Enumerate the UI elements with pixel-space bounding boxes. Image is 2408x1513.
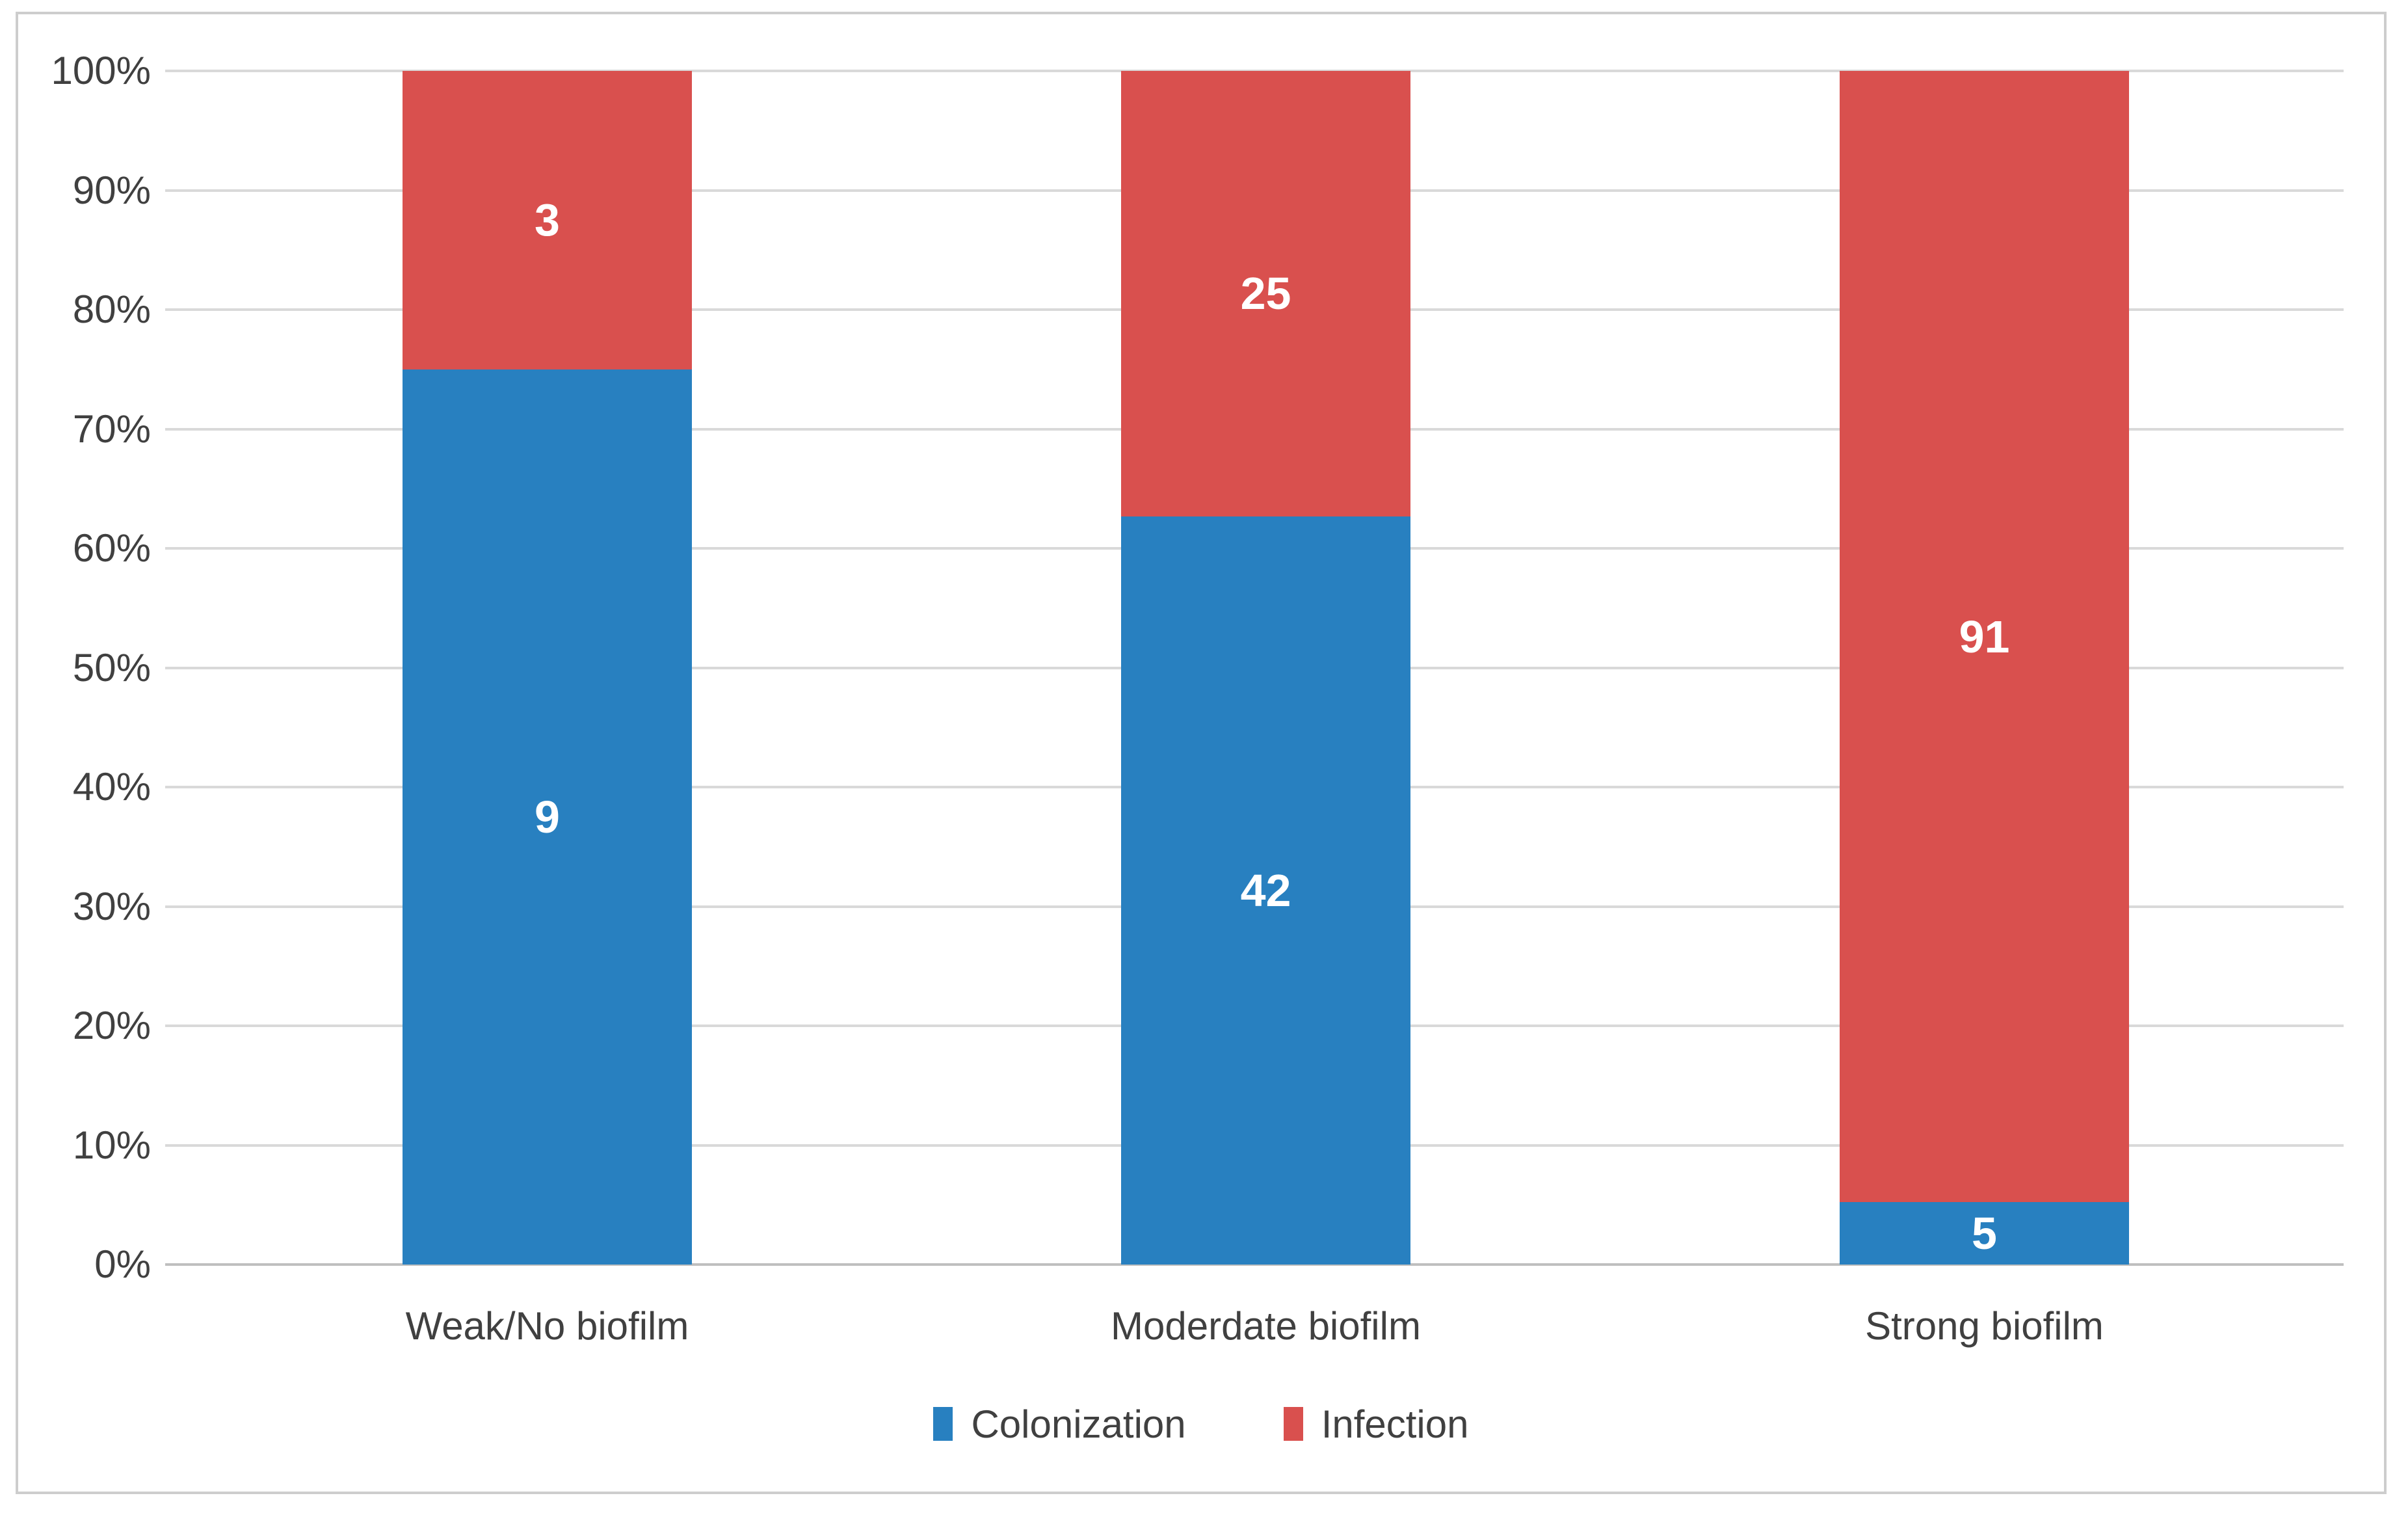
y-tick-label-90: 90% [72,168,151,212]
y-tick-label-80: 80% [72,288,151,331]
data-label-infection-moderdate-biofilm: 25 [1240,268,1291,319]
y-tick-label-10: 10% [72,1123,151,1167]
legend-item-infection: Infection [1283,1402,1469,1447]
legend-swatch-colonization [933,1407,953,1441]
legend: Colonization Infection [18,1401,2384,1447]
y-tick-label-70: 70% [72,407,151,451]
y-tick-label-50: 50% [72,645,151,690]
bar-moderdate-biofilm: 25 42 [1121,71,1410,1265]
segment-colonization-weak-no-biofilm: 9 [403,369,692,1265]
bar-slot-strong-biofilm: 91 5 [1625,71,2344,1265]
y-axis: 0% 10% 20% 30% 40% 50% 60% 70% 80% 90% 100% [18,49,151,1286]
x-category-label-strong-biofilm: Strong biofilm [1865,1304,2104,1348]
y-tick-label-0: 0% [94,1242,151,1286]
bar-slot-moderdate-biofilm: 25 42 [906,71,1625,1265]
x-category-label-weak-no-biofilm: Weak/No biofilm [405,1304,689,1348]
segment-infection-strong-biofilm: 91 [1840,71,2129,1203]
legend-label-colonization: Colonization [971,1402,1186,1446]
data-label-infection-strong-biofilm: 91 [1959,611,2010,662]
y-tick-label-40: 40% [72,765,151,809]
legend-item-colonization: Colonization [933,1402,1186,1447]
segment-colonization-moderdate-biofilm: 42 [1121,516,1410,1265]
data-label-colonization-weak-no-biofilm: 9 [535,791,560,842]
x-axis-line [165,1263,2344,1266]
segment-infection-weak-no-biofilm: 3 [403,71,692,369]
bars-area: 3 9 25 42 91 5 [188,71,2344,1265]
data-label-colonization-strong-biofilm: 5 [1972,1208,1997,1259]
segment-infection-moderdate-biofilm: 25 [1121,71,1410,516]
y-tick-label-20: 20% [72,1004,151,1047]
x-category-label-moderdate-biofilm: Moderdate biofilm [1111,1304,1421,1348]
legend-swatch-infection [1283,1407,1303,1441]
data-label-infection-weak-no-biofilm: 3 [535,194,560,246]
legend-label-infection: Infection [1321,1402,1469,1446]
bar-strong-biofilm: 91 5 [1840,71,2129,1265]
y-tick-label-100: 100% [51,49,151,92]
segment-colonization-strong-biofilm: 5 [1840,1202,2129,1265]
data-label-colonization-moderdate-biofilm: 42 [1240,864,1291,916]
x-axis: Weak/No biofilm Moderdate biofilm Strong b… [188,1300,2344,1352]
y-tick-label-60: 60% [72,526,151,570]
y-tick-label-30: 30% [72,884,151,928]
chart-frame: 0% 10% 20% 30% 40% 50% 60% 70% 80% 90% 100% 3 9 25 42… [16,12,2387,1494]
